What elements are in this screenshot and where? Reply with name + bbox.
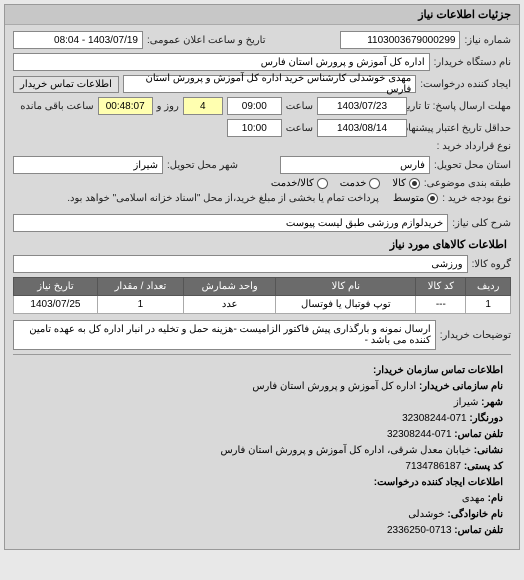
radio-service-label: خدمت: [340, 178, 367, 189]
cell-date: 1403/07/25: [14, 296, 98, 314]
deadline-label: مهلت ارسال پاسخ: تا تاریخ:: [411, 101, 511, 112]
col-code: کد کالا: [416, 278, 466, 296]
radio-both[interactable]: کالا/خدمت: [271, 178, 328, 189]
radio-medium[interactable]: متوسط: [393, 193, 438, 204]
desc-field: خریدلوازم ورزشی طبق لیست پیوست: [13, 214, 448, 232]
cell-idx: 1: [466, 296, 511, 314]
goods-table: ردیف کد کالا نام کالا واحد شمارش تعداد /…: [13, 277, 511, 314]
c-fname: مهدی: [462, 493, 485, 504]
col-row: ردیف: [466, 278, 511, 296]
col-name: نام کالا: [276, 278, 416, 296]
c-lname: خوشدلی: [408, 509, 444, 520]
price-type-label: نوع قرارداد خرید :: [437, 141, 511, 152]
table-row[interactable]: 1 --- توپ فوتبال یا فوتسال عدد 1 1403/07…: [14, 296, 511, 314]
contact-section1: اطلاعات تماس سازمان خریدار:: [21, 363, 503, 379]
budget-label: نوع بودجه خرید :: [442, 193, 511, 204]
c-fax-label: دورنگار:: [469, 413, 503, 424]
radio-medium-label: متوسط: [393, 193, 424, 204]
deadline-time-label: ساعت: [286, 101, 313, 112]
c-org-label: نام سازمانی خریدار:: [419, 381, 503, 392]
validity-time: 10:00: [227, 119, 282, 137]
validity-time-label: ساعت: [286, 123, 313, 134]
c-lname-label: نام خانوادگی:: [447, 509, 503, 520]
province-label: استان محل تحویل:: [434, 160, 511, 171]
number-label: شماره نیاز:: [464, 35, 511, 46]
class-label: طبقه بندی موضوعی:: [424, 178, 511, 189]
c-phone-label: تلفن تماس:: [454, 429, 503, 440]
validity-date: 1403/08/14: [317, 119, 407, 137]
table-header-row: ردیف کد کالا نام کالا واحد شمارش تعداد /…: [14, 278, 511, 296]
budget-radio-group: متوسط: [393, 193, 438, 204]
remain-days: 4: [183, 97, 223, 115]
c-city: شیراز: [454, 397, 479, 408]
remain-suffix: ساعت باقی مانده: [20, 101, 93, 112]
c-phone: 071-32308244: [387, 429, 452, 440]
remain-label: روز و: [157, 101, 179, 112]
cell-name: توپ فوتبال یا فوتسال: [276, 296, 416, 314]
c-fax: 071-32308244: [402, 413, 467, 424]
radio-dot-icon: [409, 178, 420, 189]
c-phone2-label: تلفن تماس:: [454, 525, 503, 536]
budget-note: پرداخت تمام یا بخشی از مبلغ خرید،از محل …: [67, 193, 379, 204]
c-city-label: شهر:: [481, 397, 503, 408]
panel-title: جزئیات اطلاعات نیاز: [5, 5, 519, 25]
deadline-time: 09:00: [227, 97, 282, 115]
contact-button[interactable]: اطلاعات تماس خریدار: [13, 76, 119, 93]
c-address-label: نشانی:: [474, 445, 503, 456]
buyer-note-label: توضیحات خریدار:: [440, 330, 511, 341]
c-postal: 7134786187: [405, 461, 461, 472]
c-fname-label: نام:: [488, 493, 503, 504]
group-label: گروه کالا:: [472, 259, 511, 270]
cell-qty: 1: [97, 296, 183, 314]
validity-label: حداقل تاریخ اعتبار پیشنهاد: تا تاریخ:: [411, 123, 511, 134]
buyer-note-field: ارسال نمونه و بارگذاری پیش فاکتور الزامی…: [13, 320, 436, 350]
radio-service[interactable]: خدمت: [340, 178, 381, 189]
creator-field: مهدی خوشدلی کارشناس خرید اداره کل آموزش …: [123, 75, 416, 93]
radio-goods[interactable]: کالا: [392, 178, 420, 189]
cell-code: ---: [416, 296, 466, 314]
org-label: نام دستگاه خریدار:: [434, 57, 511, 68]
radio-dot-icon: [427, 193, 438, 204]
creator-label: ایجاد کننده درخواست:: [420, 79, 511, 90]
radio-dot-icon: [369, 178, 380, 189]
city-label: شهر محل تحویل:: [167, 160, 238, 171]
details-panel: جزئیات اطلاعات نیاز شماره نیاز: 11030036…: [4, 4, 520, 550]
announce-field: 1403/07/19 - 08:04: [13, 31, 143, 49]
col-qty: تعداد / مقدار: [97, 278, 183, 296]
number-field: 1103003679000299: [340, 31, 460, 49]
group-field: ورزشی: [13, 255, 468, 273]
radio-both-label: کالا/خدمت: [271, 178, 314, 189]
remain-time: 00:48:07: [98, 97, 153, 115]
city-field: شیراز: [13, 156, 163, 174]
province-field: فارس: [280, 156, 430, 174]
contact-info: اطلاعات تماس سازمان خریدار: نام سازمانی …: [13, 359, 511, 543]
class-radio-group: کالا خدمت کالا/خدمت: [271, 178, 420, 189]
cell-unit: عدد: [184, 296, 276, 314]
col-date: تاریخ نیاز: [14, 278, 98, 296]
c-postal-label: کد پستی:: [464, 461, 503, 472]
radio-goods-label: کالا: [392, 178, 406, 189]
goods-section-title: اطلاعات کالاهای مورد نیاز: [13, 238, 511, 251]
announce-label: تاریخ و ساعت اعلان عمومی:: [147, 35, 266, 46]
radio-dot-icon: [317, 178, 328, 189]
org-field: اداره کل آموزش و پرورش استان فارس: [13, 53, 430, 71]
deadline-date: 1403/07/23: [317, 97, 407, 115]
c-address: خیابان معدل شرقی، اداره کل آموزش و پرورش…: [220, 445, 471, 456]
c-org: اداره کل آموزش و پرورش استان فارس: [252, 381, 416, 392]
col-unit: واحد شمارش: [184, 278, 276, 296]
c-phone2: 0713-2336250: [387, 525, 452, 536]
contact-section2: اطلاعات ایجاد کننده درخواست:: [21, 475, 503, 491]
desc-label: شرح کلی نیاز:: [452, 218, 511, 229]
